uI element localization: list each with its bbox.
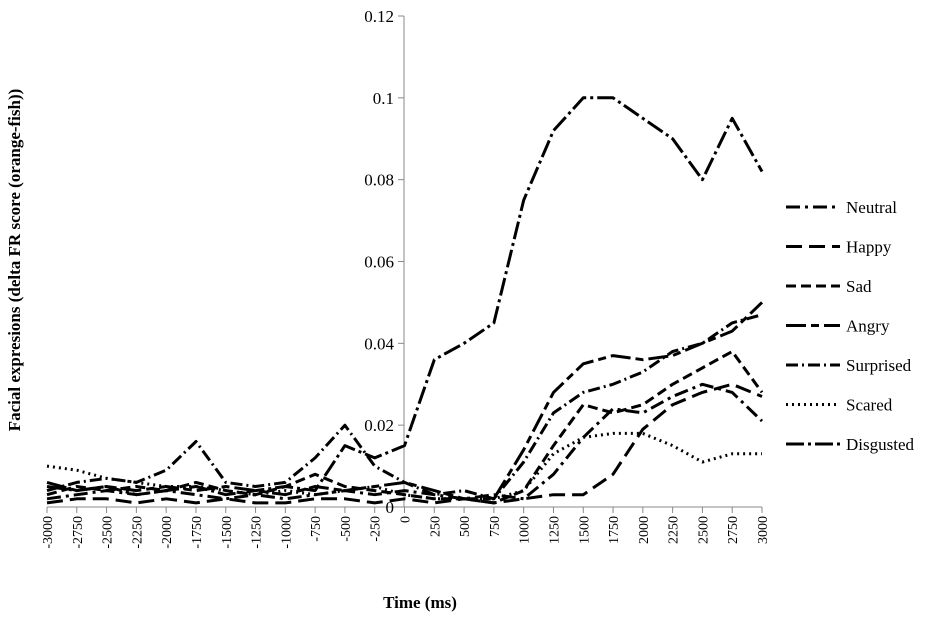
series-line-happy (46, 382, 763, 505)
x-tick-label: -250 (369, 516, 384, 542)
x-tick-label: -1250 (250, 516, 265, 549)
x-tick-label: -2000 (160, 516, 175, 549)
legend: Neutral Happy Sad Angry Surprised Scared Disgu… (786, 198, 915, 454)
y-tick-label: 0 (386, 498, 395, 517)
legend-label-sad: Sad (846, 277, 872, 296)
x-tick-label: -500 (339, 516, 354, 542)
x-tick-label: 1500 (577, 516, 592, 544)
series-lines (46, 96, 764, 505)
x-tick-label: 2250 (667, 516, 682, 544)
x-tick-label: 0 (399, 516, 414, 523)
y-tick-label: 0.08 (364, 171, 394, 190)
y-tick-label: 0.1 (373, 89, 394, 108)
x-tick-label: -1750 (190, 516, 205, 549)
x-axis-title: Time (ms) (383, 593, 457, 612)
x-tick-label: -2250 (130, 516, 145, 549)
axes: 00.020.040.060.080.10.12-3000 -2750 -2500-… (41, 7, 771, 549)
y-tick-label: 0.12 (364, 7, 394, 26)
x-tick-label: 750 (488, 516, 503, 537)
legend-label-scared: Scared (846, 396, 893, 415)
legend-label-surprised: Surprised (846, 356, 912, 375)
series-line-disgusted (46, 96, 764, 497)
legend-label-disgusted: Disgusted (846, 435, 915, 454)
y-tick-label: 0.02 (364, 416, 394, 435)
x-tick-label: -1500 (220, 516, 235, 549)
y-tick-label: 0.04 (364, 334, 394, 353)
x-tick-label: -2750 (71, 516, 86, 549)
x-tick-label: 500 (458, 516, 473, 537)
y-axis-title: Facial expresions (delta FR score (orang… (5, 89, 24, 432)
x-tick-label: 2750 (726, 516, 741, 544)
x-tick-label: -750 (309, 516, 324, 542)
x-tick-label: -3000 (41, 516, 56, 549)
x-tick-label: 250 (428, 516, 443, 537)
x-tick-label: 2000 (637, 516, 652, 544)
legend-label-happy: Happy (846, 238, 892, 257)
legend-label-angry: Angry (846, 317, 890, 336)
y-tick-label: 0.06 (364, 253, 394, 272)
x-tick-label: 2500 (696, 516, 711, 544)
x-tick-label: 1750 (607, 516, 622, 544)
legend-label-neutral: Neutral (846, 198, 897, 217)
series-line-scared (46, 431, 762, 501)
x-tick-label: 1250 (547, 516, 562, 544)
x-tick-label: 3000 (756, 516, 771, 544)
x-tick-label: -1000 (279, 516, 294, 549)
series-line-surprised (46, 313, 763, 501)
x-tick-label: -2500 (101, 516, 116, 549)
x-tick-label: 1000 (518, 516, 533, 544)
